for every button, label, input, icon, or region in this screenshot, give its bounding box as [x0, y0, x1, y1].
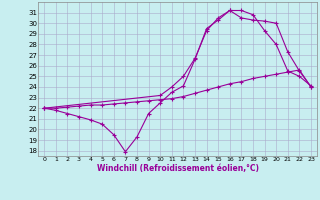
X-axis label: Windchill (Refroidissement éolien,°C): Windchill (Refroidissement éolien,°C)	[97, 164, 259, 173]
